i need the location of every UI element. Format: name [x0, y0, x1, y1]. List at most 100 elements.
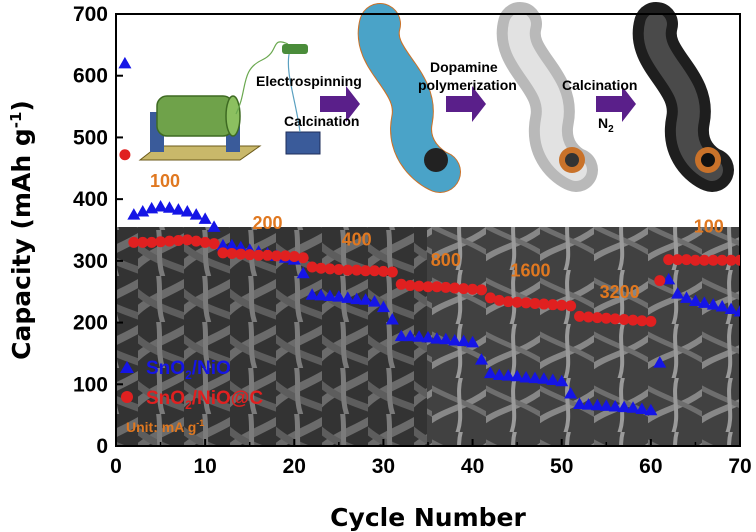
data-point-sno2-nio-c [377, 265, 389, 277]
data-point-sno2-nio-c [609, 313, 621, 325]
electrospinning-apparatus [138, 41, 321, 161]
data-point-sno2-nio [724, 302, 738, 314]
data-point-sno2-nio [430, 332, 444, 344]
data-point-sno2-nio-c [458, 283, 470, 295]
data-point-sno2-nio [644, 403, 658, 416]
data-point-sno2-nio [403, 329, 417, 342]
step-label-dopamine: Dopamine [430, 59, 498, 75]
data-point-sno2-nio-c [333, 263, 345, 275]
data-point-sno2-nio-c [618, 313, 630, 325]
data-point-sno2-nio-c [146, 236, 158, 248]
x-tick-label: 70 [728, 455, 751, 478]
step-label-electrospinning: Electrospinning [256, 73, 362, 89]
rate-label: 800 [431, 250, 461, 270]
data-point-sno2-nio-c [574, 310, 586, 322]
data-point-sno2-nio [198, 212, 212, 224]
step-label-calcination-1: Calcination [284, 113, 359, 129]
data-point-sno2-nio-c [663, 254, 675, 266]
x-tick-label: 0 [110, 455, 122, 478]
data-point-sno2-nio-c [386, 266, 398, 278]
data-point-sno2-nio-c [681, 254, 693, 266]
data-point-sno2-nio-c [698, 254, 710, 266]
data-point-sno2-nio [590, 398, 604, 411]
data-point-sno2-nio-c [297, 252, 309, 264]
data-point-sno2-nio [421, 330, 435, 343]
arrow-icon [596, 86, 636, 122]
x-tick-label: 10 [193, 455, 216, 478]
data-point-sno2-nio [305, 288, 319, 300]
data-point-sno2-nio [733, 304, 740, 317]
data-point-sno2-nio-c [235, 248, 247, 260]
rate-label: 400 [342, 229, 372, 249]
data-point-sno2-nio-c [716, 254, 728, 266]
data-point-sno2-nio-c [672, 254, 684, 266]
data-point-sno2-nio [162, 201, 176, 213]
data-point-sno2-nio [537, 372, 551, 384]
data-point-sno2-nio [439, 332, 453, 345]
fiber-stage-2 [496, 2, 598, 192]
legend-label-sno2-nio: SnO2/NiO [146, 358, 231, 382]
y-tick-label: 600 [73, 65, 108, 88]
data-point-sno2-nio [412, 330, 426, 342]
fiber-stage-1 [357, 3, 461, 193]
data-point-sno2-nio [189, 208, 203, 220]
data-point-sno2-nio [145, 201, 159, 214]
data-point-sno2-nio-c [725, 254, 737, 266]
data-point-sno2-nio-c [600, 312, 612, 324]
data-point-sno2-nio-c [226, 247, 238, 259]
data-point-sno2-nio [225, 238, 239, 251]
data-point-sno2-nio [207, 220, 221, 232]
data-point-sno2-nio [671, 287, 685, 299]
data-point-sno2-nio-c [262, 249, 274, 261]
data-point-sno2-nio-c [342, 264, 354, 276]
data-point-sno2-nio [457, 334, 471, 347]
data-point-sno2-nio-c [502, 296, 514, 308]
y-tick-label: 200 [73, 312, 108, 335]
rate-labels: 100 200 400 800 1600 3200 100 [150, 171, 724, 302]
data-point-sno2-nio [332, 290, 346, 302]
step-label-calcination-2: Calcination [562, 77, 637, 93]
legend-marker-sno2-nio-c [121, 391, 133, 403]
x-tick-label: 60 [639, 455, 662, 478]
data-point-sno2-nio-c [511, 296, 523, 308]
x-tick-label: 30 [372, 455, 395, 478]
data-point-sno2-nio [136, 204, 150, 217]
data-point-sno2-nio-c [351, 264, 363, 276]
data-point-sno2-nio-c [181, 234, 193, 246]
data-point-sno2-nio-c [449, 282, 461, 294]
data-point-sno2-nio [216, 238, 230, 251]
data-point-sno2-nio [555, 374, 569, 387]
data-point-sno2-nio [127, 208, 141, 220]
data-point-sno2-nio-c [734, 254, 740, 266]
data-point-sno2-nio [626, 401, 640, 413]
data-point-sno2-nio [688, 294, 702, 306]
data-point-sno2-nio [581, 398, 595, 410]
x-tick-label: 40 [461, 455, 484, 478]
data-point-sno2-nio [501, 369, 515, 381]
y-tick-label: 300 [73, 250, 108, 273]
legend-marker-sno2-nio [120, 361, 134, 373]
rate-label: 100 [150, 171, 180, 191]
legend-unit: Unit: mA g-1 [126, 418, 204, 435]
data-point-sno2-nio-c [422, 281, 434, 293]
arrow-icon [320, 86, 360, 122]
rate-label: 200 [253, 213, 283, 233]
y-tick-label: 0 [96, 435, 108, 458]
data-point-sno2-nio-c [475, 284, 487, 296]
data-point-sno2-nio [448, 333, 462, 346]
data-point-sno2-nio-c [565, 300, 577, 312]
data-point-sno2-nio [483, 366, 497, 379]
y-tick-label: 400 [73, 188, 108, 211]
y-tick-label: 100 [73, 373, 108, 396]
data-point-sno2-nio-c [360, 265, 372, 277]
data-point-sno2-nio-c [217, 247, 229, 259]
y-tick-label: 500 [73, 126, 108, 149]
data-point-sno2-nio-c [155, 236, 167, 248]
data-point-sno2-nio-c [431, 281, 443, 293]
data-point-sno2-nio-c [547, 299, 559, 311]
data-point-sno2-nio [171, 203, 185, 215]
data-point-sno2-nio-c [199, 236, 211, 248]
data-point-sno2-nio [368, 295, 382, 307]
data-point-sno2-nio-c [538, 298, 550, 310]
